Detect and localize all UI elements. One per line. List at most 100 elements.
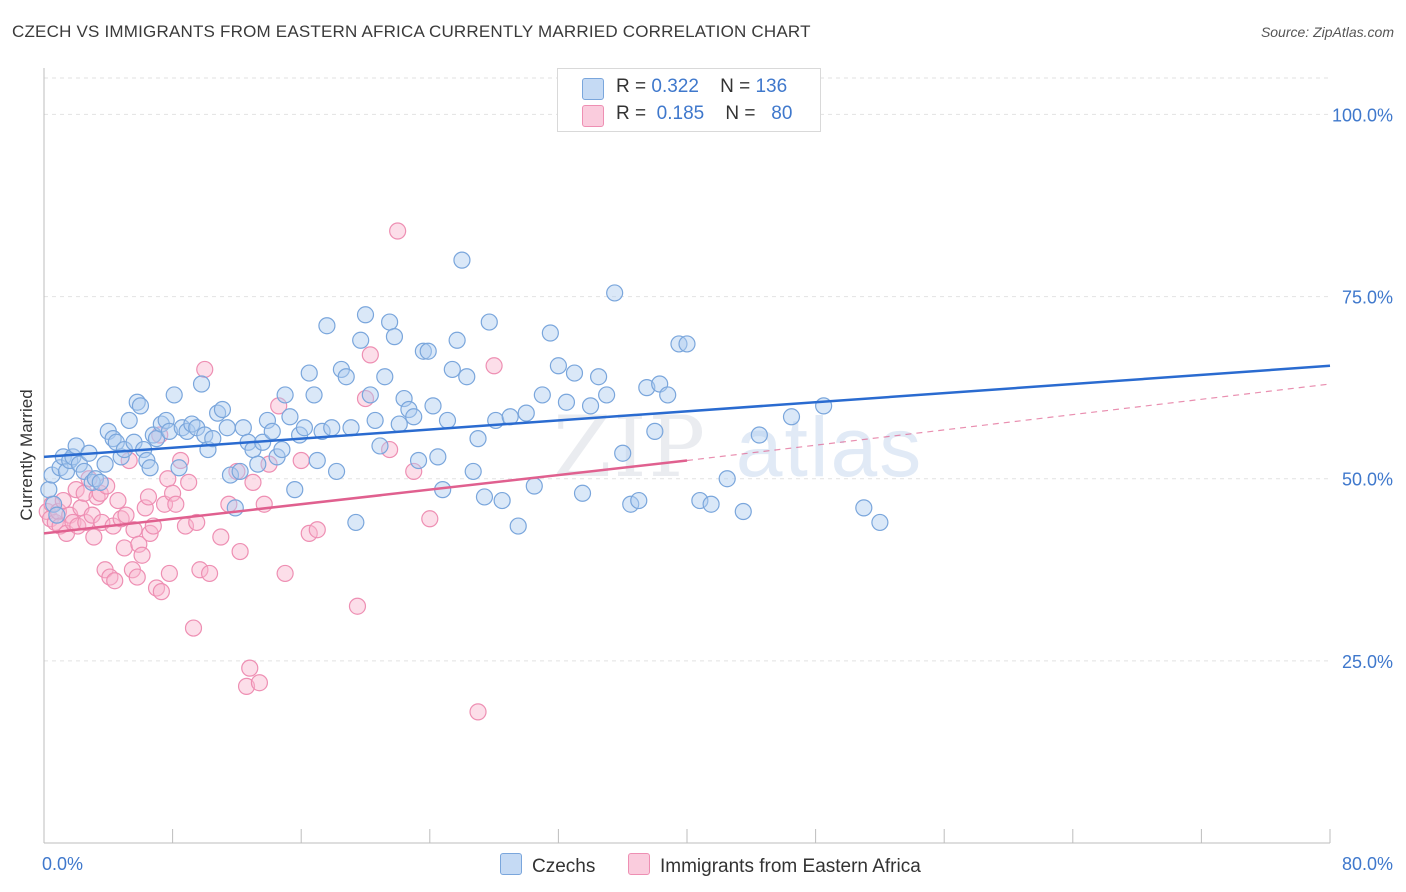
point-eastern-africa <box>231 542 249 561</box>
point-czechs <box>691 491 709 510</box>
point-czechs <box>170 459 188 477</box>
point-eastern-africa <box>196 360 214 379</box>
point-czechs <box>557 393 576 411</box>
trend-line-eastern-africa <box>43 459 688 535</box>
legend-r-label: R = <box>616 76 647 97</box>
point-eastern-africa <box>54 491 72 510</box>
point-czechs <box>414 342 432 360</box>
point-czechs <box>734 502 752 521</box>
point-eastern-africa <box>421 510 439 528</box>
point-eastern-africa <box>361 346 379 364</box>
point-eastern-africa <box>485 357 503 375</box>
legend-stats: R = 0.322 N = 136 R = 0.185 N = 80 <box>557 68 821 132</box>
point-czechs <box>541 324 559 342</box>
point-czechs <box>371 437 389 455</box>
y-tick-label: 75.0% <box>1342 288 1393 308</box>
point-czechs <box>638 379 656 397</box>
point-czechs <box>157 411 175 430</box>
legend-item-eastern-africa: Immigrants from Eastern Africa <box>628 853 921 878</box>
point-czechs <box>598 386 616 404</box>
point-eastern-africa <box>115 539 133 557</box>
point-eastern-africa <box>117 506 135 524</box>
legend-n-label: N = <box>725 103 756 124</box>
point-czechs <box>131 397 150 415</box>
point-czechs <box>300 364 318 382</box>
point-czechs <box>295 419 314 437</box>
point-czechs <box>525 477 543 495</box>
point-czechs <box>165 386 183 404</box>
trend-line-extension-eastern-africa <box>686 383 1331 462</box>
point-czechs <box>750 426 768 444</box>
point-eastern-africa <box>67 481 85 499</box>
legend-swatch <box>500 853 522 875</box>
point-czechs <box>286 481 304 499</box>
point-eastern-africa <box>136 499 154 517</box>
point-czechs <box>48 506 66 524</box>
point-czechs <box>263 422 281 440</box>
point-czechs <box>323 419 341 437</box>
source-label: Source: ZipAtlas.com <box>1260 24 1394 40</box>
point-czechs <box>517 404 535 422</box>
point-eastern-africa <box>184 619 203 637</box>
point-czechs <box>581 397 600 415</box>
legend-swatch-czechs <box>582 78 604 100</box>
point-czechs <box>308 451 326 470</box>
point-czechs <box>258 411 277 430</box>
point-czechs <box>458 368 476 386</box>
point-eastern-africa <box>188 513 206 532</box>
point-eastern-africa <box>120 451 138 470</box>
point-eastern-africa <box>212 528 230 546</box>
point-czechs <box>234 419 252 437</box>
point-czechs <box>342 419 360 437</box>
point-eastern-africa <box>133 546 151 564</box>
point-czechs <box>646 422 664 440</box>
point-czechs <box>606 284 624 302</box>
point-czechs <box>390 415 408 433</box>
point-czechs <box>366 411 384 430</box>
legend-r-value: 0.322 <box>651 76 699 97</box>
point-czechs <box>509 517 527 535</box>
point-eastern-africa <box>128 568 146 586</box>
point-czechs <box>305 386 323 404</box>
point-czechs <box>91 473 109 491</box>
point-eastern-africa <box>348 597 367 615</box>
point-eastern-africa <box>300 524 318 542</box>
point-czechs <box>419 342 437 360</box>
legend-n-value: 136 <box>755 76 788 97</box>
point-czechs <box>376 368 394 386</box>
point-czechs <box>337 368 355 386</box>
point-eastern-africa <box>308 521 326 539</box>
point-czechs <box>702 495 720 513</box>
legend-item-czechs: Czechs <box>500 853 595 878</box>
point-czechs <box>429 448 447 466</box>
point-eastern-africa <box>250 674 269 692</box>
point-eastern-africa <box>167 495 185 513</box>
point-czechs <box>443 360 461 379</box>
point-czechs <box>96 455 114 473</box>
point-czechs <box>718 470 736 488</box>
point-czechs <box>221 466 240 484</box>
legend-swatch <box>628 853 650 875</box>
point-czechs <box>273 440 291 459</box>
point-czechs <box>356 306 375 324</box>
point-eastern-africa <box>270 397 288 415</box>
point-eastern-africa <box>152 583 170 601</box>
point-czechs <box>45 495 63 513</box>
point-czechs <box>855 499 873 517</box>
point-czechs <box>57 462 76 481</box>
point-czechs <box>782 408 801 426</box>
point-eastern-africa <box>237 677 256 695</box>
point-czechs <box>469 430 487 448</box>
point-czechs <box>614 444 632 462</box>
y-tick-label: 50.0% <box>1342 470 1393 490</box>
point-eastern-africa <box>191 561 209 579</box>
point-czechs <box>218 419 236 437</box>
point-eastern-africa <box>276 564 294 583</box>
point-eastern-africa <box>244 473 262 491</box>
point-czechs <box>438 411 457 430</box>
point-eastern-africa <box>292 451 310 470</box>
point-eastern-africa <box>405 462 423 481</box>
point-czechs <box>480 313 498 331</box>
trend-line-czechs <box>43 364 1331 459</box>
y-axis-label: Currently Married <box>17 389 36 520</box>
